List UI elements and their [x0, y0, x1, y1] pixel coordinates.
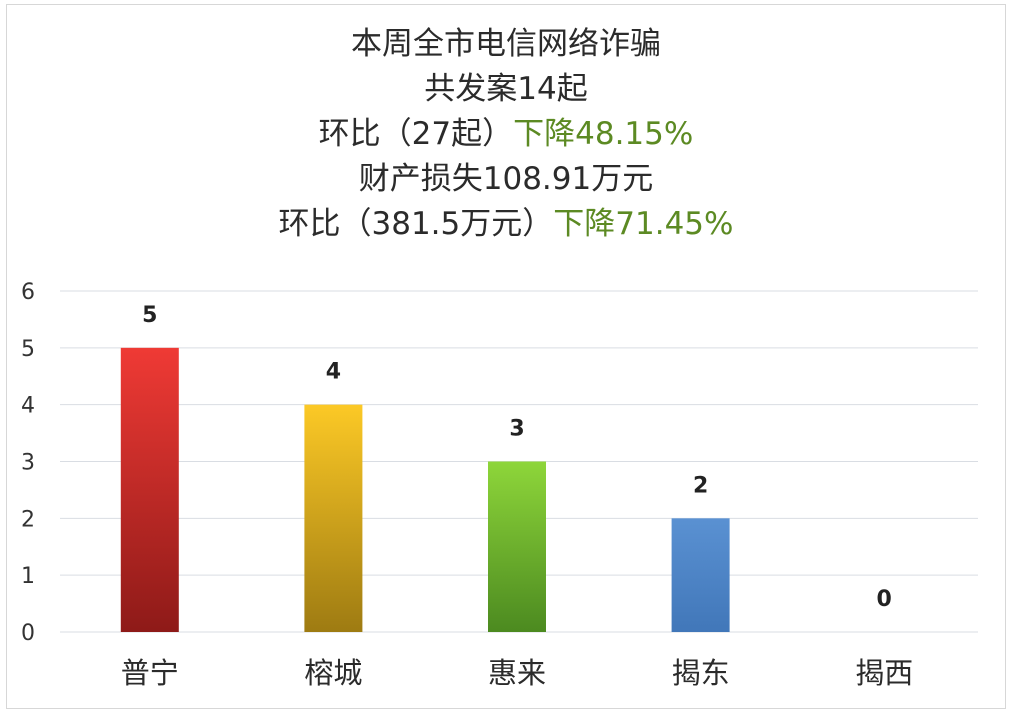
x-tick-label: 普宁 [121, 656, 179, 690]
y-tick-label: 5 [21, 337, 35, 362]
title-line-5-text: 环比（381.5万元） [278, 206, 554, 242]
y-tick-label: 2 [21, 507, 35, 532]
data-label: 0 [877, 587, 892, 612]
y-tick-label: 1 [21, 564, 35, 589]
data-label: 5 [142, 303, 157, 328]
bar-4 [671, 518, 730, 632]
x-axis-ticks: 普宁 榕城 惠来 揭东 揭西 [121, 656, 913, 690]
bar-1 [120, 347, 179, 632]
title-line-1: 本周全市电信网络诈骗 [0, 22, 1012, 67]
title-line-4: 财产损失108.91万元 [0, 157, 1012, 202]
title-line-3-text: 环比（27起） [318, 116, 514, 152]
title-line-2-text: 共发案14起 [424, 71, 588, 107]
title-line-3: 环比（27起）下降48.15% [0, 112, 1012, 157]
bar-3 [488, 461, 546, 632]
y-tick-label: 4 [21, 394, 35, 419]
title-line-5: 环比（381.5万元）下降71.45% [0, 202, 1012, 247]
y-tick-label: 3 [21, 451, 35, 476]
title-line-3-accent: 下降48.15% [513, 116, 694, 152]
x-tick-label: 惠来 [488, 656, 546, 690]
chart-title: 本周全市电信网络诈骗 共发案14起 环比（27起）下降48.15% 财产损失10… [0, 22, 1012, 247]
x-tick-label: 揭西 [855, 656, 913, 690]
title-line-4-text: 财产损失108.91万元 [358, 161, 654, 197]
data-labels: 5 4 3 2 0 [142, 303, 892, 612]
y-tick-label: 0 [21, 621, 35, 646]
title-line-5-accent: 下降71.45% [553, 206, 734, 242]
y-tick-label: 6 [21, 280, 35, 305]
y-axis-ticks: 0 1 2 3 4 5 6 [21, 280, 35, 646]
data-label: 2 [693, 473, 708, 498]
x-tick-label: 揭东 [672, 656, 730, 690]
bars [120, 347, 730, 632]
title-line-1-text: 本周全市电信网络诈骗 [351, 26, 661, 62]
x-tick-label: 榕城 [304, 656, 362, 690]
title-line-2: 共发案14起 [0, 67, 1012, 112]
data-label: 3 [509, 417, 524, 442]
bar-2 [304, 404, 363, 632]
data-label: 4 [326, 360, 341, 385]
